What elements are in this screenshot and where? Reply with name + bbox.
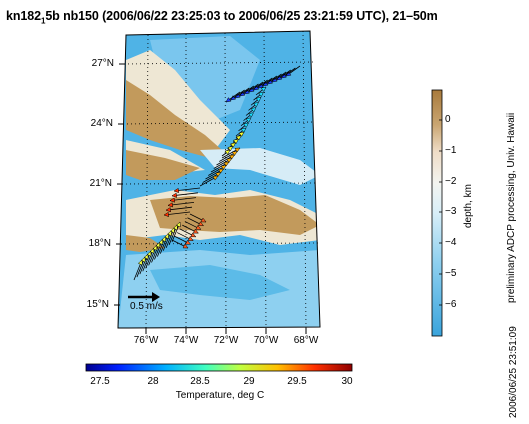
vector-head <box>240 127 247 133</box>
vector-head <box>224 149 231 155</box>
vector-head <box>233 138 239 145</box>
lon-line-76 <box>145 34 149 329</box>
lon-label-72: 72°W <box>213 335 239 346</box>
depth-tick-4: −4 <box>445 237 457 248</box>
bathymetry-layer <box>118 31 320 328</box>
vector-head <box>260 86 267 92</box>
vector-head <box>253 102 259 108</box>
lat-label-18: 18°N <box>88 238 111 249</box>
vector-head <box>245 117 252 123</box>
vector-head <box>226 158 233 164</box>
vector-head <box>258 91 264 98</box>
lat-label-27: 27°N <box>91 58 114 69</box>
lat-label-15: 15°N <box>86 299 109 310</box>
caribbean-deep <box>150 265 290 300</box>
lon-line-68 <box>302 30 307 329</box>
vector-head <box>248 112 254 118</box>
vector-head <box>235 135 242 141</box>
plot-title: kn18215b nb150 (2006/06/22 23:25:03 to 2… <box>6 9 438 26</box>
temp-tick-27-5: 27.5 <box>90 376 110 387</box>
vector-head <box>218 168 225 174</box>
timestamp-note: 2006/06/25 23:51:09 <box>508 326 519 418</box>
vector-head <box>238 131 245 137</box>
vector-head <box>230 142 237 148</box>
bahamas-shelf <box>126 50 230 150</box>
depth-tick-6: −6 <box>445 299 457 310</box>
lat-label-21: 21°N <box>89 178 112 189</box>
lon-label-74: 74°W <box>173 335 199 346</box>
depth-tick-0: 0 <box>445 114 451 125</box>
vector-head <box>250 107 257 113</box>
vector-head <box>231 151 238 157</box>
velocity-vectors <box>133 65 301 281</box>
temp-tick-28: 28 <box>147 376 159 387</box>
vector-head <box>255 96 262 103</box>
vector-head <box>192 228 199 234</box>
lon-label-70: 70°W <box>253 335 279 346</box>
lon-label-76: 76°W <box>133 335 159 346</box>
graticule <box>120 30 319 329</box>
lon-line-70 <box>263 31 267 329</box>
title-prefix: kn182 <box>6 9 41 23</box>
temp-tick-30: 30 <box>341 376 353 387</box>
depth-colorbar-ticks <box>439 119 442 306</box>
depth-tick-1: −1 <box>445 145 457 156</box>
vector-head <box>195 225 202 230</box>
vector-head <box>167 202 174 208</box>
title-subscript: 1 <box>40 16 46 26</box>
vector-head <box>212 175 219 181</box>
temp-tick-28-5: 28.5 <box>190 376 210 387</box>
vector-head <box>200 217 207 223</box>
lat-line-24 <box>122 121 316 125</box>
vector-head <box>171 192 178 198</box>
bahamas-bank <box>126 80 222 158</box>
vector-head <box>137 259 143 266</box>
vector-head <box>185 239 192 245</box>
vector-head <box>187 236 194 241</box>
temperature-colorbar <box>85 363 353 372</box>
depth-colorbar <box>431 89 443 337</box>
vector-head <box>225 97 232 103</box>
vector-head <box>173 187 180 194</box>
depth-colorbar-title: depth, km <box>463 184 474 228</box>
vector-head <box>220 165 227 171</box>
vector-head <box>163 211 170 218</box>
lat-line-18 <box>120 242 319 245</box>
vector-head <box>215 172 222 178</box>
temp-tick-29: 29 <box>243 376 255 387</box>
temp-tick-29-5: 29.5 <box>287 376 307 387</box>
vector-head <box>182 243 189 249</box>
title-rest: 5b nb150 (2006/06/22 23:25:03 to 2006/06… <box>45 9 438 23</box>
vector-head <box>229 154 236 160</box>
scale-arrow-label: 0.5 m/s <box>130 301 163 312</box>
vector-head <box>190 232 197 238</box>
depth-tick-5: −5 <box>445 268 457 279</box>
vector-head <box>165 207 172 213</box>
temperature-colorbar-title: Temperature, deg C <box>175 390 265 401</box>
depth-tick-3: −3 <box>445 206 457 217</box>
scale-arrow <box>128 292 160 302</box>
vector-head <box>234 147 241 153</box>
processing-note: preliminary ADCP processing, Univ. Hawai… <box>506 112 517 303</box>
axis-ticks <box>114 63 307 334</box>
lon-label-68: 68°W <box>293 335 319 346</box>
depth-tick-2: −2 <box>445 176 457 187</box>
vector-head <box>227 146 234 152</box>
map-frame <box>117 30 321 329</box>
lat-label-24: 24°N <box>90 118 113 129</box>
lat-line-21 <box>121 182 317 185</box>
cuba-land <box>126 150 200 180</box>
vector-head <box>223 161 230 167</box>
vector-head <box>198 221 204 226</box>
vector-head <box>243 122 249 128</box>
vector-head <box>169 197 176 203</box>
